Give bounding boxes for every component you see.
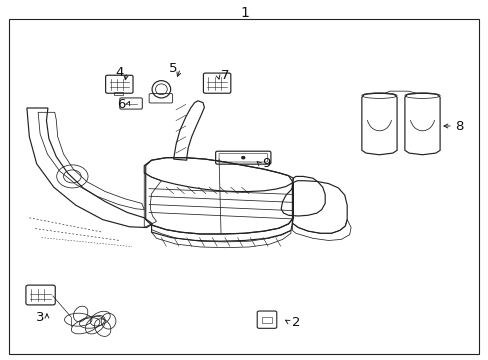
Circle shape xyxy=(241,157,244,159)
Text: 6: 6 xyxy=(117,98,125,111)
Text: 9: 9 xyxy=(262,157,270,170)
Text: 4: 4 xyxy=(115,66,124,78)
Text: 5: 5 xyxy=(169,62,178,75)
Text: 2: 2 xyxy=(291,316,300,329)
Text: 3: 3 xyxy=(36,311,44,324)
Text: 8: 8 xyxy=(454,120,463,132)
Text: 1: 1 xyxy=(240,6,248,19)
Bar xyxy=(262,317,271,323)
Bar xyxy=(114,92,123,95)
Text: 7: 7 xyxy=(220,69,229,82)
